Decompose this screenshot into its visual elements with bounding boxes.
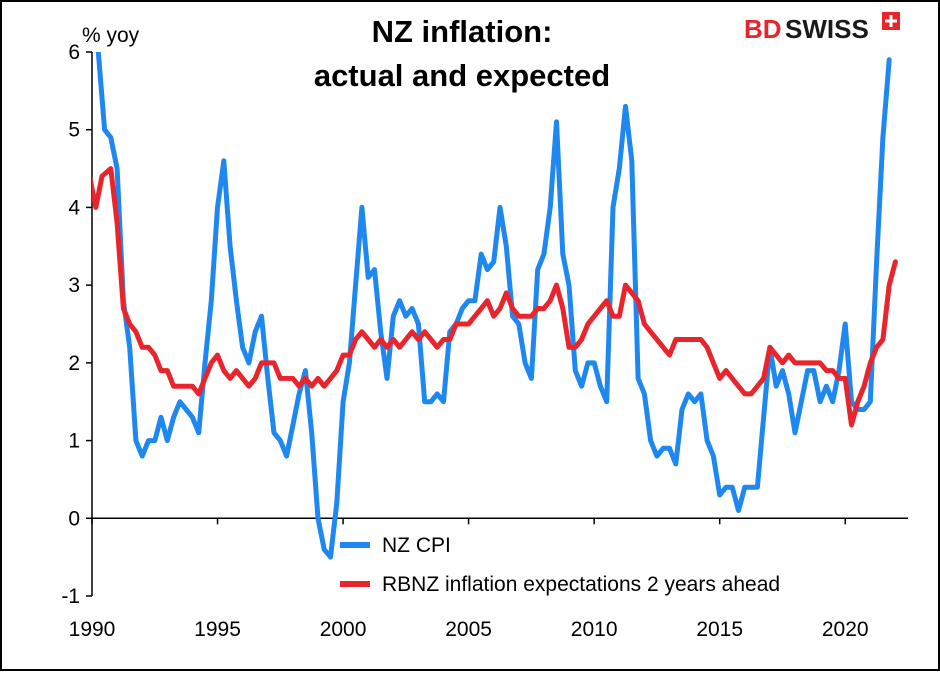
- y-tick-label: 3: [68, 274, 80, 297]
- brand-logo-cross-mark: [885, 15, 897, 27]
- axes: -1 0 1 2 3 4 5 6 1990 1995 2000 2005 2010 2015 2020: [61, 41, 908, 641]
- chart-title-line-2: actual and expected: [314, 58, 610, 93]
- legend: NZ CPI RBNZ inflation expectations 2 yea…: [340, 534, 780, 596]
- x-tick-label: 2000: [320, 618, 367, 641]
- x-tick-label: 2020: [822, 618, 869, 641]
- y-tick-label: 1: [68, 430, 80, 453]
- x-tick-label: 2015: [696, 618, 743, 641]
- y-tick-label: 2: [68, 352, 80, 375]
- series-line-nz-cpi: [95, 52, 892, 560]
- x-tick-label: 1995: [194, 618, 241, 641]
- brand-logo-part1: BD: [744, 14, 782, 44]
- y-tick-label: 4: [68, 196, 80, 219]
- x-tick-label: 1990: [69, 618, 116, 641]
- chart-title-line-1: NZ inflation:: [372, 14, 553, 49]
- series-line-rbnz-expectations: [92, 166, 898, 428]
- y-tick-label: 6: [68, 41, 80, 64]
- y-axis-label: % yoy: [82, 24, 140, 47]
- x-tick-label: 2010: [571, 618, 618, 641]
- legend-label-rbnz: RBNZ inflation expectations 2 years ahea…: [382, 573, 780, 596]
- brand-logo: BD SWISS: [744, 12, 900, 44]
- y-tick-label: 0: [68, 507, 80, 530]
- y-tick-label: 5: [68, 119, 80, 142]
- legend-label-nz-cpi: NZ CPI: [382, 534, 451, 557]
- brand-logo-part2: SWISS: [785, 14, 869, 44]
- x-tick-label: 2005: [445, 618, 492, 641]
- series-layer: [92, 52, 898, 560]
- y-tick-label: -1: [61, 585, 80, 608]
